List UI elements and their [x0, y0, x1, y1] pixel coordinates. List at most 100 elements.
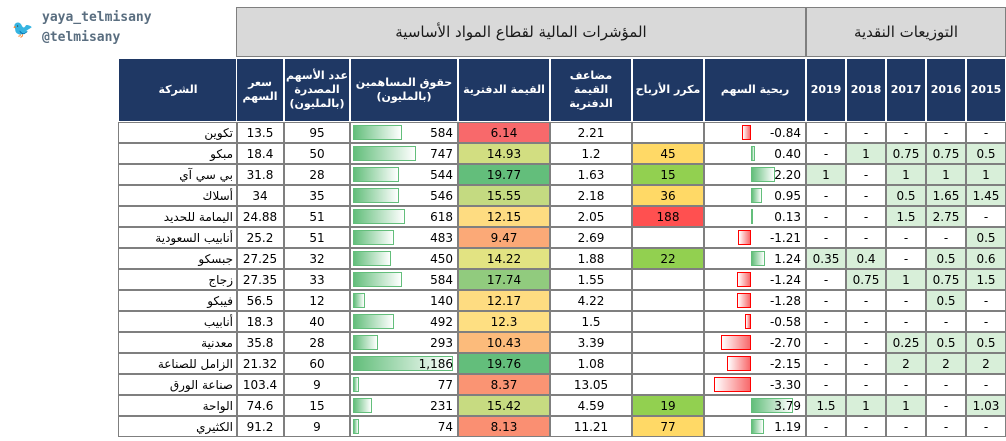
cell-company: أسلاك: [118, 185, 238, 206]
cell-price: 56.5: [236, 290, 284, 311]
pb-value: 1.08: [577, 356, 605, 371]
dividends-title: التوزيعات النقدية: [806, 7, 1006, 57]
dividend-value: 0.4: [856, 251, 876, 266]
eps-bar: [751, 398, 793, 413]
cell-price: 91.2: [236, 416, 284, 437]
dividend-cell: -: [926, 395, 966, 416]
dividend-value: 1: [822, 167, 830, 182]
dividend-value: -: [903, 419, 909, 434]
equity-bar: [353, 209, 405, 224]
equity-bar: [353, 125, 402, 140]
dividend-value: -: [903, 377, 909, 392]
dividend-cell: -: [806, 374, 846, 395]
cell-pb: 2.18: [550, 185, 632, 206]
shares-value: 28: [309, 335, 325, 350]
dividend-cell: 2: [886, 353, 926, 374]
cell-pb: 1.63: [550, 164, 632, 185]
book-value: 12.17: [486, 293, 522, 308]
cell-shares: 50: [284, 143, 350, 164]
dividend-value: 2.75: [932, 209, 960, 224]
eps-value: 0.13: [774, 209, 801, 224]
dividend-cell: 0.5: [926, 332, 966, 353]
cell-company: الواحة: [118, 395, 238, 416]
dividend-cell: -: [846, 374, 886, 395]
pb-value: 1.88: [577, 251, 605, 266]
cell-bv: 9.47: [458, 227, 550, 248]
dividend-cell: 0.5: [886, 185, 926, 206]
eps-bar: [751, 209, 753, 224]
cell-equity: 492: [350, 311, 458, 332]
dividend-cell: 0.75: [886, 143, 926, 164]
cell-price: 18.3: [236, 311, 284, 332]
dividend-value: 0.25: [892, 335, 920, 350]
cell-equity: 1,186: [350, 353, 458, 374]
cell-company: الكثيري: [118, 416, 238, 437]
shares-value: 9: [313, 419, 321, 434]
dividend-value: -: [983, 125, 989, 140]
dividend-value: 0.5: [936, 293, 956, 308]
dividend-cell: 1: [926, 164, 966, 185]
dividend-cell: 0.75: [926, 143, 966, 164]
dividend-value: 2: [902, 356, 910, 371]
cell-bv: 6.14: [458, 122, 550, 143]
dividend-cell: 1.03: [966, 395, 1006, 416]
dividend-value: 0.75: [852, 272, 880, 287]
cell-pe: [632, 290, 704, 311]
dividend-value: -: [863, 230, 869, 245]
cell-shares: 60: [284, 353, 350, 374]
cell-shares: 28: [284, 332, 350, 353]
cell-price: 25.2: [236, 227, 284, 248]
cell-bv: 14.93: [458, 143, 550, 164]
dividend-cell: 0.4: [846, 248, 886, 269]
cell-pb: 1.08: [550, 353, 632, 374]
dividend-value: 0.5: [976, 230, 996, 245]
dividend-value: -: [903, 293, 909, 308]
book-value: 19.76: [486, 356, 522, 371]
cell-shares: 9: [284, 374, 350, 395]
dividend-cell: -: [846, 122, 886, 143]
pb-value: 1.5: [581, 314, 601, 329]
cell-pb: 1.88: [550, 248, 632, 269]
cell-pb: 4.22: [550, 290, 632, 311]
cell-company: بي سي آي: [118, 164, 238, 185]
shares-value: 35: [309, 188, 325, 203]
cell-eps: -1.24: [704, 269, 806, 290]
pb-value: 4.22: [577, 293, 605, 308]
cell-shares: 95: [284, 122, 350, 143]
cell-price: 18.4: [236, 143, 284, 164]
pe-value: 22: [660, 251, 676, 266]
dividend-cell: -: [806, 332, 846, 353]
eps-value: -0.84: [769, 125, 801, 140]
dividend-value: 2: [942, 356, 950, 371]
brand-block: 🐦 yaya_telmisany @telmisany: [8, 8, 198, 52]
dividend-value: 0.75: [892, 146, 920, 161]
dividend-value: -: [863, 356, 869, 371]
eps-bar: [738, 230, 751, 245]
book-value: 14.93: [486, 146, 522, 161]
header-year: 2017: [886, 58, 926, 122]
equity-value: 77: [437, 377, 453, 392]
company-name: فيبكو: [207, 293, 233, 308]
cell-eps: 3.79: [704, 395, 806, 416]
dividend-cell: -: [966, 374, 1006, 395]
company-name: جبسكو: [198, 251, 233, 266]
price-value: 24.88: [242, 209, 278, 224]
cell-eps: -0.58: [704, 311, 806, 332]
cell-bv: 12.17: [458, 290, 550, 311]
company-name: اليمامة للحديد: [163, 209, 233, 224]
cell-equity: 584: [350, 269, 458, 290]
dividend-cell: -: [806, 290, 846, 311]
header-bv: القيمة الدفترية: [458, 58, 550, 122]
book-value: 14.22: [486, 251, 522, 266]
price-value: 34: [252, 188, 268, 203]
book-value: 8.37: [490, 377, 518, 392]
header-year: 2015: [966, 58, 1006, 122]
dividend-cell: -: [846, 311, 886, 332]
dividend-value: -: [943, 125, 949, 140]
cell-bv: 8.13: [458, 416, 550, 437]
dividend-cell: 0.6: [966, 248, 1006, 269]
dividend-cell: -: [966, 311, 1006, 332]
dividend-value: -: [943, 377, 949, 392]
dividend-cell: -: [806, 122, 846, 143]
cell-pb: 13.05: [550, 374, 632, 395]
